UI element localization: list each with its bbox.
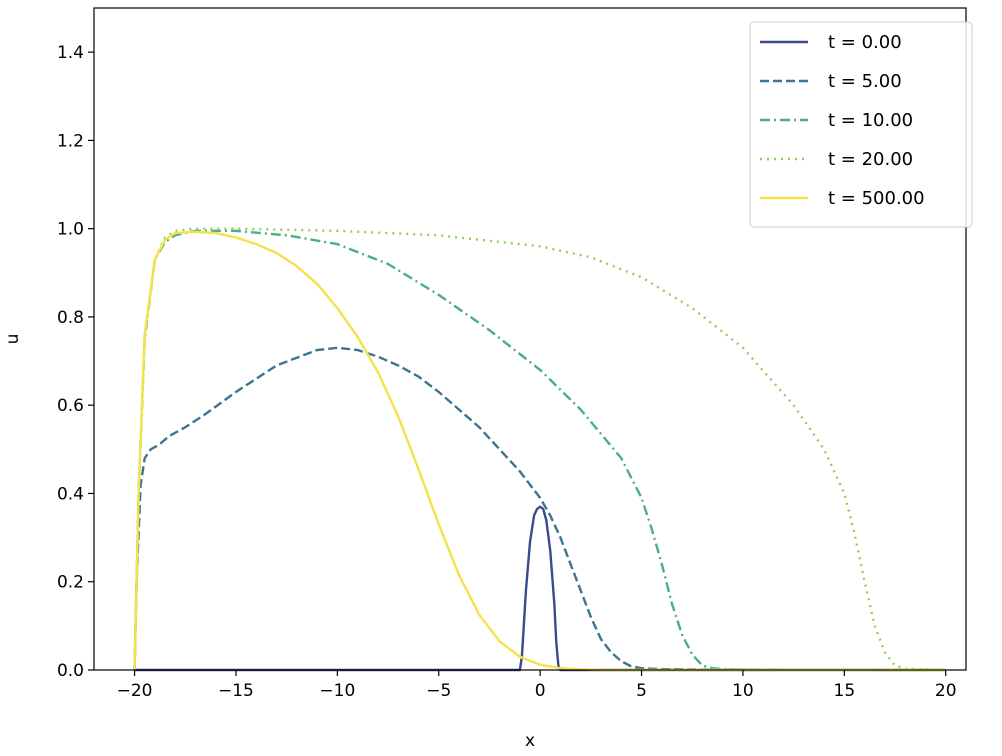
x-axis-label: x [525,731,535,751]
x-tick-label: 5 [636,681,647,701]
y-axis: 0.0 0.2 0.4 0.6 0.8 1.0 1.2 1.4 [57,43,94,681]
y-tick-label: 1.0 [57,220,84,240]
y-tick-label: 0.8 [57,308,84,328]
y-tick-label: 0.0 [57,661,84,681]
x-tick-label: 0 [535,681,546,701]
y-tick-label: 1.2 [57,131,84,151]
x-tick-label: −15 [218,681,254,701]
legend-label-0: t = 0.00 [828,32,902,53]
series-line-0 [134,505,946,672]
x-tick-label: 10 [732,681,754,701]
x-axis: −20 −15 −10 −5 0 5 10 15 20 [117,670,957,701]
legend-label-4: t = 500.00 [828,188,925,209]
legend-box [749,21,973,228]
y-axis-label: u [3,334,23,345]
y-tick-label: 0.2 [57,573,84,593]
series-lines [133,227,946,672]
x-tick-label: −10 [319,681,355,701]
legend-label-2: t = 10.00 [828,110,913,131]
plot-frame [93,7,967,671]
series-line-2 [133,229,946,672]
y-tick-label: 0.4 [57,484,84,504]
legend: t = 0.00 t = 5.00 t = 10.00 t = 20.00 t = 50… [749,21,973,228]
y-tick-label: 0.6 [57,396,84,416]
x-tick-label: −5 [426,681,451,701]
legend-label-1: t = 5.00 [828,71,902,92]
x-tick-label: 15 [834,681,856,701]
x-tick-label: 20 [935,681,957,701]
legend-label-3: t = 20.00 [828,149,913,170]
y-tick-label: 1.4 [57,43,84,63]
series-line-3 [133,227,946,672]
series-line-1 [133,346,946,672]
series-line-4 [133,230,946,672]
x-tick-label: −20 [117,681,153,701]
